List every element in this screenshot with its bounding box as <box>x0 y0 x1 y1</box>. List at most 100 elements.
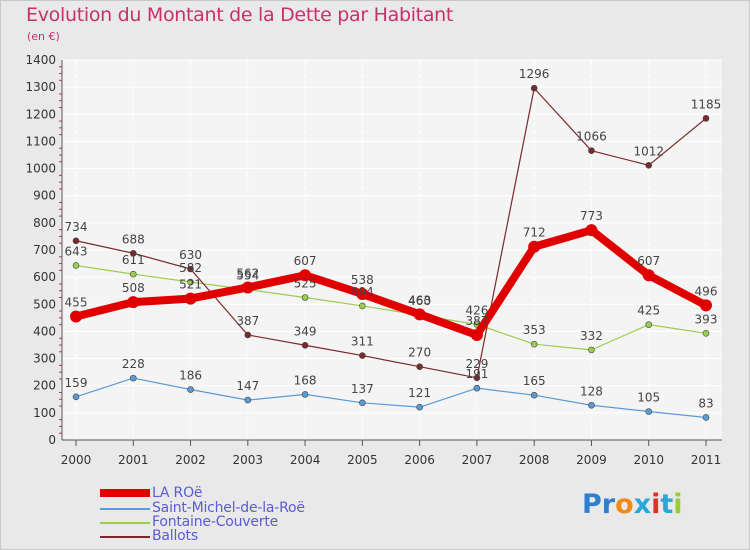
data-point <box>530 340 538 348</box>
data-point <box>301 341 309 349</box>
data-label: 582 <box>179 261 202 275</box>
y-tick-label: 1300 <box>25 80 56 94</box>
data-point <box>72 237 80 245</box>
x-tick-label: 2008 <box>519 453 550 467</box>
legend-swatch <box>100 508 150 510</box>
data-label: 228 <box>122 357 145 371</box>
y-tick-label: 400 <box>33 324 56 338</box>
data-label: 773 <box>580 209 603 223</box>
data-label: 168 <box>294 373 317 387</box>
y-tick-label: 1400 <box>25 53 56 67</box>
data-point <box>129 270 137 278</box>
data-label: 147 <box>236 379 259 393</box>
legend-swatch <box>100 536 150 538</box>
data-point <box>72 262 80 269</box>
data-label: 455 <box>65 296 88 310</box>
legend-swatch <box>100 489 150 497</box>
data-point <box>187 265 194 273</box>
data-point <box>356 287 369 300</box>
data-point <box>187 278 194 286</box>
data-label: 349 <box>294 324 317 338</box>
data-label: 494 <box>351 285 374 299</box>
data-point <box>241 281 254 294</box>
data-point <box>359 302 366 310</box>
data-label: 643 <box>65 244 88 258</box>
data-label: 332 <box>580 329 603 343</box>
x-tick-label: 2001 <box>118 453 149 467</box>
x-tick-label: 2006 <box>404 453 435 467</box>
y-tick-label: 600 <box>33 270 56 284</box>
data-label: 460 <box>408 294 431 308</box>
logo-letter: x <box>633 489 652 520</box>
series-line-1 <box>75 377 707 419</box>
data-point <box>588 147 595 154</box>
data-label: 393 <box>695 312 718 326</box>
data-label: 1066 <box>576 130 607 144</box>
y-tick-label: 500 <box>33 297 56 311</box>
data-point <box>72 393 80 401</box>
data-label: 387 <box>236 314 259 328</box>
data-point <box>301 294 309 301</box>
legend-label: Ballots <box>152 528 198 544</box>
y-tick-label: 1200 <box>25 107 56 121</box>
chart-title: Evolution du Montant de la Dette par Hab… <box>26 4 454 26</box>
data-point <box>184 292 197 305</box>
data-label: 1185 <box>691 97 722 111</box>
legend-swatch <box>100 522 150 524</box>
data-point <box>359 352 366 359</box>
data-point <box>588 401 595 409</box>
data-label: 165 <box>523 374 546 388</box>
data-point <box>585 224 598 237</box>
data-label: 525 <box>294 277 317 291</box>
data-label: 121 <box>408 386 431 400</box>
data-label: 83 <box>698 396 713 410</box>
data-point <box>528 240 541 253</box>
x-tick-label: 2002 <box>175 453 206 467</box>
y-tick-label: 100 <box>33 406 56 420</box>
x-tick-label: 2011 <box>691 453 722 467</box>
x-tick-label: 2010 <box>633 453 664 467</box>
data-point <box>588 346 595 354</box>
y-tick-label: 300 <box>33 352 56 366</box>
data-label: 607 <box>637 254 660 268</box>
data-point <box>70 310 82 323</box>
data-label: 496 <box>695 284 718 298</box>
data-label: 554 <box>236 269 259 283</box>
legend-label: Fontaine-Couverte <box>152 514 279 530</box>
y-tick-label: 700 <box>33 243 56 257</box>
data-point <box>702 330 710 337</box>
data-point <box>416 363 423 371</box>
data-point <box>299 269 312 282</box>
data-point <box>645 162 653 169</box>
y-tick-label: 0 <box>48 433 56 447</box>
data-point <box>530 391 538 399</box>
series-line-0 <box>75 226 708 339</box>
data-label: 191 <box>465 367 488 381</box>
logo-letter: t <box>660 489 674 520</box>
y-tick-label: 200 <box>33 379 56 393</box>
proxiti-logo: Proxiti <box>582 489 683 520</box>
data-label: 712 <box>523 226 546 240</box>
data-point <box>473 384 481 392</box>
chart-subtitle: (en €) <box>27 30 60 43</box>
data-label: 186 <box>179 369 202 383</box>
data-point <box>470 328 483 341</box>
logo-letter: r <box>601 489 616 520</box>
data-label: 463 <box>408 293 431 307</box>
data-point <box>244 331 252 339</box>
data-label: 611 <box>122 253 145 267</box>
data-label: 630 <box>179 248 202 262</box>
data-point <box>702 414 710 421</box>
x-tick-label: 2003 <box>233 453 264 467</box>
data-label: 521 <box>179 278 202 292</box>
x-tick-label: 2005 <box>347 453 378 467</box>
legend-label: LA ROë <box>152 485 203 501</box>
x-tick-label: 2000 <box>61 453 92 467</box>
data-point <box>244 396 252 404</box>
data-label: 688 <box>122 232 145 246</box>
y-tick-label: 1000 <box>25 162 56 176</box>
data-label: 137 <box>351 382 374 396</box>
data-label: 425 <box>637 304 660 318</box>
data-point <box>642 269 655 282</box>
